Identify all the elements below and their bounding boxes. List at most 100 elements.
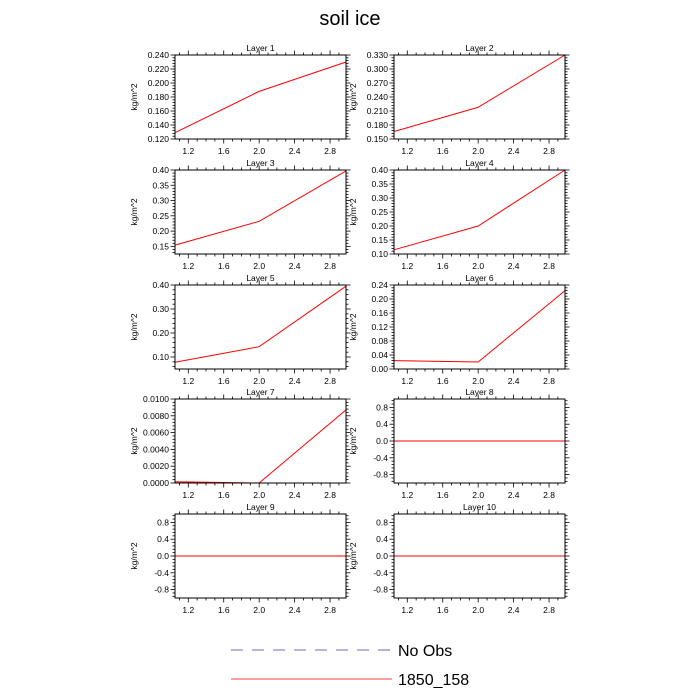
x-tick-label: 2.4 [289, 490, 301, 500]
panel-title: Layer 8 [465, 387, 494, 397]
x-tick-label: 2.8 [543, 146, 555, 156]
y-tick-label: 0.4 [376, 419, 388, 429]
y-tick-label: 0.12 [371, 322, 388, 332]
x-tick-label: 2.8 [543, 605, 555, 615]
x-tick-label: 1.6 [218, 605, 230, 615]
panel-frame [174, 54, 347, 140]
y-tick-label: 0.30 [152, 196, 169, 206]
x-tick-label: 1.6 [437, 376, 449, 386]
y-axis-label: kg/m^2 [129, 427, 139, 454]
legend-label: 1850_158 [398, 672, 469, 689]
y-tick-label: 0.40 [152, 165, 169, 175]
y-tick-label: 0.00 [371, 364, 388, 374]
y-tick-label: 0.0080 [143, 411, 169, 421]
y-tick-label: 0.20 [152, 226, 169, 236]
panel-layer-5: Layer 5 kg/m^2 1.2 1.6 2.0 2.4 2.8 0.10 0.20 0.30… [129, 273, 351, 386]
series-line-1850_158 [393, 290, 566, 363]
y-axis-label: kg/m^2 [348, 542, 358, 569]
y-tick-label: 0.0 [157, 551, 169, 561]
y-tick-label: 0.210 [367, 106, 389, 116]
y-tick-label: 0.180 [148, 92, 170, 102]
x-tick-label: 1.2 [401, 490, 413, 500]
panel-title: Layer 10 [463, 502, 496, 512]
x-tick-label: 2.4 [289, 261, 301, 271]
x-tick-label: 2.0 [472, 605, 484, 615]
y-tick-label: 0.0100 [143, 394, 169, 404]
y-tick-label: 0.330 [367, 50, 389, 60]
x-tick-label: 1.2 [401, 605, 413, 615]
x-tick-label: 2.4 [289, 146, 301, 156]
panel-title: Layer 4 [465, 158, 494, 168]
x-tick-label: 2.8 [324, 261, 336, 271]
panel-frame [393, 284, 566, 370]
y-tick-label: 0.4 [376, 534, 388, 544]
legend-label: No Obs [398, 643, 452, 660]
x-tick-label: 2.0 [253, 376, 265, 386]
series-line-1850_158 [393, 169, 566, 251]
panel-layer-2: Layer 2 kg/m^2 1.2 1.6 2.0 2.4 2.8 0.150 0.180 0.… [348, 43, 570, 156]
y-tick-label: 0.40 [152, 280, 169, 290]
y-tick-label: 0.270 [367, 78, 389, 88]
x-tick-label: 2.4 [508, 261, 520, 271]
series-line-1850_158 [174, 61, 347, 134]
x-tick-label: 1.2 [401, 146, 413, 156]
y-tick-label: -0.8 [373, 470, 388, 480]
y-axis-label: kg/m^2 [129, 313, 139, 340]
y-tick-label: 0.04 [371, 350, 388, 360]
x-tick-label: 2.4 [508, 605, 520, 615]
y-tick-label: 0.25 [152, 211, 169, 221]
y-tick-label: 0.25 [371, 207, 388, 217]
y-tick-label: 0.140 [148, 120, 170, 130]
y-tick-label: 0.10 [152, 352, 169, 362]
x-tick-label: 1.2 [401, 376, 413, 386]
y-tick-label: 0.220 [148, 64, 170, 74]
panel-title: Layer 6 [465, 273, 494, 283]
y-tick-label: -0.8 [154, 585, 169, 595]
y-axis-label: kg/m^2 [348, 83, 358, 110]
y-tick-label: 0.08 [371, 336, 388, 346]
x-tick-label: 2.0 [472, 261, 484, 271]
panel-title: Layer 9 [246, 502, 275, 512]
y-tick-label: 0.0 [376, 436, 388, 446]
panel-frame [174, 169, 347, 255]
panel-layer-9: Layer 9 kg/m^2 1.2 1.6 2.0 2.4 2.8 -0.8 -0.4 0.0 0… [129, 502, 351, 615]
x-tick-label: 2.4 [508, 376, 520, 386]
x-tick-label: 2.0 [253, 261, 265, 271]
x-tick-label: 1.6 [218, 490, 230, 500]
y-axis-label: kg/m^2 [129, 83, 139, 110]
x-tick-label: 1.6 [437, 490, 449, 500]
x-tick-label: 2.4 [289, 376, 301, 386]
panel-frame [393, 169, 566, 255]
x-tick-label: 1.2 [401, 261, 413, 271]
y-tick-label: 0.0060 [143, 428, 169, 438]
panel-layer-6: Layer 6 kg/m^2 1.2 1.6 2.0 2.4 2.8 0.00 0.04 0.08… [348, 273, 570, 386]
panel-layer-3: Layer 3 kg/m^2 1.2 1.6 2.0 2.4 2.8 0.15 0.20 0.25… [129, 158, 351, 271]
x-tick-label: 1.6 [218, 261, 230, 271]
x-tick-label: 2.0 [253, 490, 265, 500]
y-tick-label: 0.40 [371, 165, 388, 175]
x-tick-label: 2.0 [253, 146, 265, 156]
y-tick-label: 0.240 [367, 92, 389, 102]
x-tick-label: 2.4 [289, 605, 301, 615]
x-tick-label: 2.4 [508, 490, 520, 500]
y-tick-label: 0.300 [367, 64, 389, 74]
y-tick-label: 0.20 [371, 221, 388, 231]
y-axis-label: kg/m^2 [348, 313, 358, 340]
y-tick-label: 0.24 [371, 280, 388, 290]
panel-frame [174, 398, 347, 484]
panel-layer-10: Layer 10 kg/m^2 1.2 1.6 2.0 2.4 2.8 -0.8 -0.4 0.0… [348, 502, 570, 615]
y-axis-label: kg/m^2 [348, 198, 358, 225]
x-tick-label: 2.0 [253, 605, 265, 615]
y-tick-label: 0.15 [371, 235, 388, 245]
y-tick-label: 0.0 [376, 551, 388, 561]
y-tick-label: 0.8 [157, 517, 169, 527]
panel-title: Layer 1 [246, 43, 275, 53]
panel-title: Layer 7 [246, 387, 275, 397]
x-tick-label: 2.0 [472, 376, 484, 386]
x-tick-label: 2.8 [324, 490, 336, 500]
x-tick-label: 2.8 [543, 490, 555, 500]
panel-frame [174, 284, 347, 370]
y-tick-label: 0.8 [376, 517, 388, 527]
